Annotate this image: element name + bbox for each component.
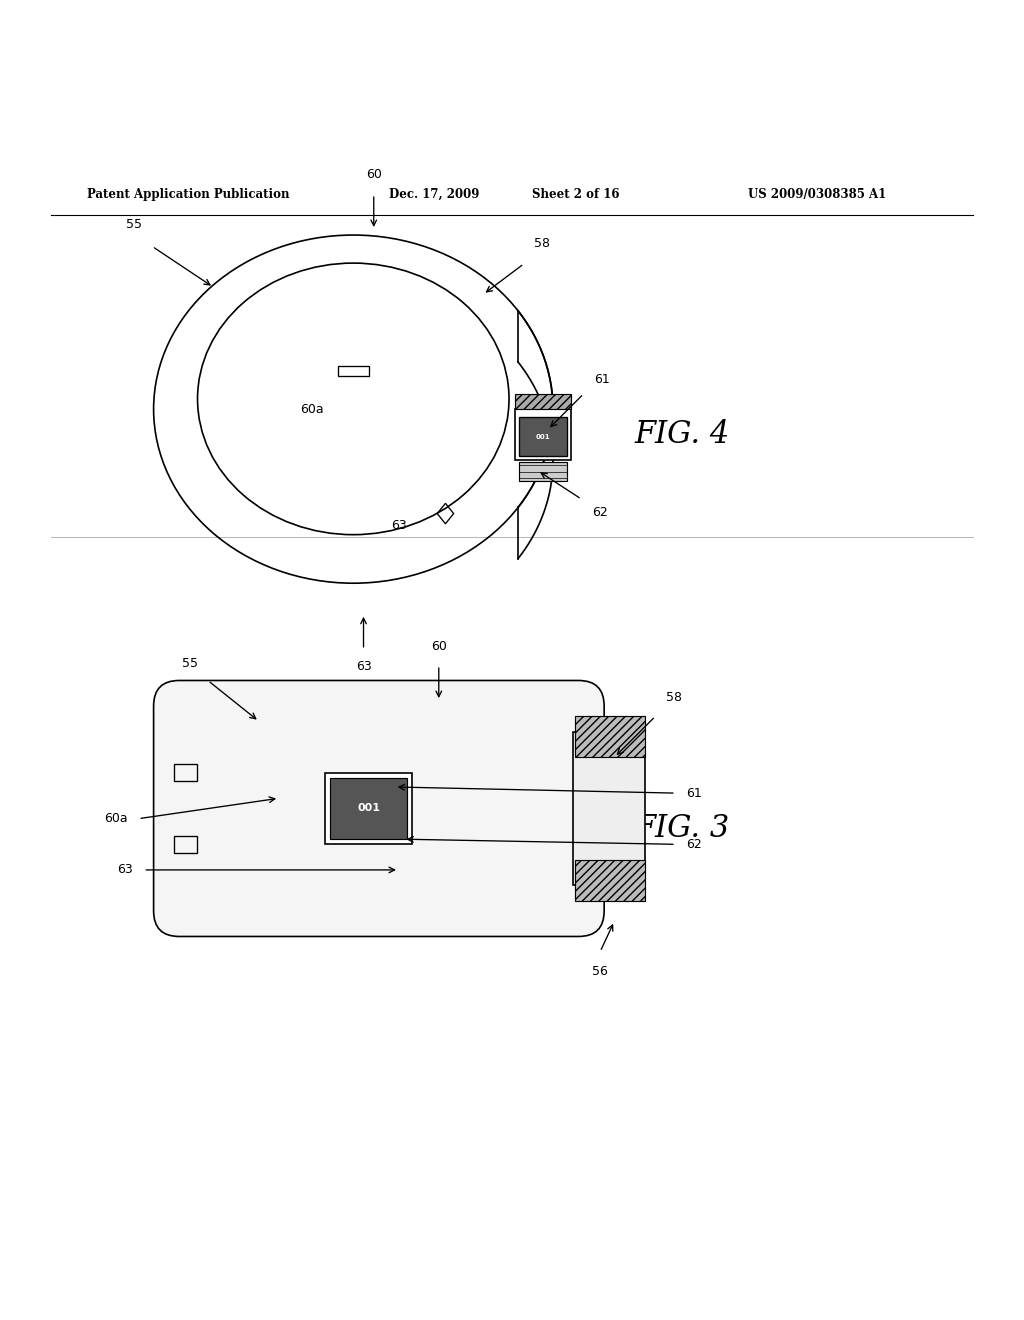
- Text: 55: 55: [126, 218, 141, 231]
- Bar: [515, 393, 571, 409]
- Text: 62: 62: [686, 838, 701, 851]
- Bar: [515, 409, 571, 461]
- Text: 63: 63: [355, 660, 372, 673]
- Bar: [519, 462, 567, 480]
- Text: 60a: 60a: [300, 403, 325, 416]
- Text: 001: 001: [357, 804, 380, 813]
- Text: 60: 60: [366, 168, 382, 181]
- Bar: [575, 717, 645, 758]
- Text: 60: 60: [431, 640, 446, 653]
- Text: 55: 55: [181, 657, 198, 671]
- Text: FIG. 3: FIG. 3: [635, 813, 730, 845]
- Text: 62: 62: [592, 507, 607, 519]
- Bar: [174, 764, 197, 781]
- Text: Sheet 2 of 16: Sheet 2 of 16: [532, 187, 620, 201]
- Text: Patent Application Publication: Patent Application Publication: [87, 187, 290, 201]
- Bar: [174, 836, 197, 853]
- Text: 61: 61: [594, 372, 609, 385]
- Text: 58: 58: [535, 238, 550, 251]
- Text: FIG. 4: FIG. 4: [635, 420, 730, 450]
- Text: US 2009/0308385 A1: US 2009/0308385 A1: [748, 187, 886, 201]
- Text: 63: 63: [391, 519, 408, 532]
- Text: 63: 63: [118, 863, 133, 876]
- Text: Dec. 17, 2009: Dec. 17, 2009: [389, 187, 479, 201]
- Bar: [338, 366, 369, 376]
- FancyBboxPatch shape: [154, 681, 604, 936]
- Bar: [575, 859, 645, 900]
- Text: 001: 001: [536, 434, 550, 440]
- Bar: [573, 731, 645, 886]
- Bar: [519, 417, 567, 457]
- Text: 61: 61: [686, 787, 701, 800]
- Bar: [326, 772, 412, 845]
- Bar: [330, 777, 408, 840]
- Text: 60a: 60a: [104, 812, 128, 825]
- Text: 58: 58: [666, 692, 682, 704]
- Text: 56: 56: [592, 965, 608, 978]
